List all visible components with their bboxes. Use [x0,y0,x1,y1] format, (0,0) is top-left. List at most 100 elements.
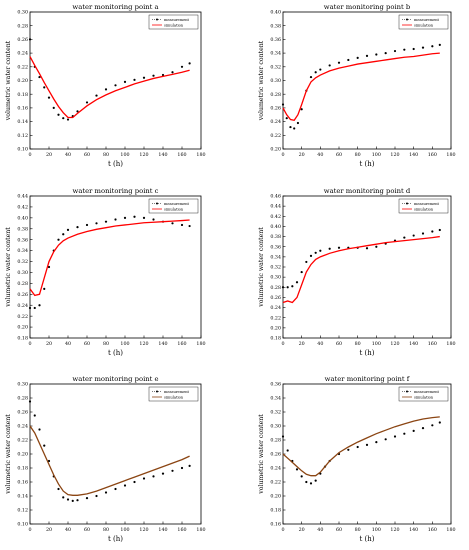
measurement-point [76,110,79,113]
y-tick-label: 0.12 [17,508,28,514]
x-tick-label: 0 [28,152,31,158]
measurement-point [365,443,369,446]
simulation-line [29,425,190,496]
x-tick-label: 40 [317,152,323,158]
measurement-point [66,228,70,231]
x-tick-label: 100 [120,152,129,158]
legend-label-measurement: measurement [164,202,190,206]
measurement-point [319,68,322,71]
measurement-point [438,228,441,232]
measurement-point [152,74,155,77]
x-axis-label: t (h) [108,535,123,543]
legend-box [398,14,449,30]
y-tick-label: 0.28 [17,396,28,402]
y-tick-label: 0.20 [17,325,28,331]
measurement-point [328,64,331,67]
measurement-point [71,499,74,502]
measurement-point [142,477,146,480]
y-tick-label: 0.42 [270,214,281,220]
measurement-point [421,46,425,49]
measurement-point [403,236,406,239]
chart-panel-1: water monitoring point a 0 20 40 60 80 100 120 1… [5,3,206,168]
measurement-point [300,475,303,478]
x-tick-label: 100 [372,527,381,533]
x-tick-label: 80 [355,341,361,347]
measurement-point [28,400,32,403]
legend-label-simulation: simulation [164,207,184,211]
x-tick-label: 80 [103,341,109,347]
series-measurement [28,215,191,310]
measurement-point [104,491,108,494]
measurement-point [123,216,127,219]
y-tick-label: 0.44 [17,194,28,200]
x-tick-label: 40 [65,527,71,533]
y-tick-label: 0.42 [17,205,28,211]
y-tick-label: 0.24 [17,51,28,57]
measurement-point [438,421,441,424]
measurement-point [47,96,51,99]
measurement-point [295,281,299,284]
measurement-point [314,71,317,74]
legend-label-measurement: measurement [164,390,190,394]
x-tick-label: 120 [390,341,399,347]
y-tick-label: 0.28 [17,281,28,287]
y-tick-label: 0.20 [270,494,281,500]
y-tick-label: 0.34 [17,248,28,254]
series-measurement [281,43,441,130]
x-tick-label: 0 [281,527,284,533]
simulation-line [282,52,440,121]
series-measurement [281,228,441,289]
measurement-point [384,52,387,55]
y-tick-label: 0.34 [270,254,281,260]
x-axis-label: t (h) [108,160,123,168]
measurement-point [188,464,191,467]
x-tick-label: 0 [28,341,31,347]
legend-label-simulation: simulation [414,207,434,211]
x-tick-label: 0 [281,152,284,158]
legend-label-simulation: simulation [414,395,434,399]
measurement-point [133,480,136,484]
series-simulation [282,416,440,477]
y-tick-label: 0.36 [270,382,281,388]
y-tick-label: 0.28 [270,92,281,98]
x-tick-label: 60 [336,341,342,347]
series-simulation [282,52,440,121]
y-tick-label: 0.14 [17,494,28,500]
x-tick-label: 140 [158,152,167,158]
x-tick-label: 100 [120,341,129,347]
measurement-point [421,232,425,235]
y-tick-label: 0.26 [17,292,28,298]
y-tick-label: 0.38 [270,23,281,29]
measurement-point [142,76,146,79]
y-tick-label: 0.28 [270,285,281,291]
y-tick-label: 0.26 [17,410,28,416]
y-tick-label: 0.18 [270,336,281,342]
x-tick-label: 120 [139,152,148,158]
legend-marker-measurement [406,390,408,393]
chart-panel-4: water monitoring point d 0 20 40 60 80 100 120 1… [258,187,456,357]
y-tick-label: 0.22 [17,64,28,70]
chart-title: water monitoring point a [72,3,158,11]
legend-box [398,386,449,402]
measurement-point [76,226,79,229]
y-tick-label: 0.40 [270,10,281,16]
x-tick-label: 60 [336,527,342,533]
x-tick-label: 20 [299,152,305,158]
measurement-point [85,101,89,104]
legend-label-measurement: measurement [164,18,190,22]
measurement-point [95,94,98,97]
measurement-point [95,222,98,225]
y-tick-label: 0.40 [270,224,281,230]
x-tick-label: 80 [355,152,361,158]
x-axis-label: t (h) [359,160,374,168]
measurement-point [309,482,313,485]
legend-marker-measurement [406,18,408,21]
measurement-point [412,429,415,432]
measurement-point [356,56,359,59]
simulation-line [282,416,440,477]
measurement-point [305,260,308,264]
x-tick-label: 120 [390,152,399,158]
y-tick-label: 0.32 [270,64,281,70]
